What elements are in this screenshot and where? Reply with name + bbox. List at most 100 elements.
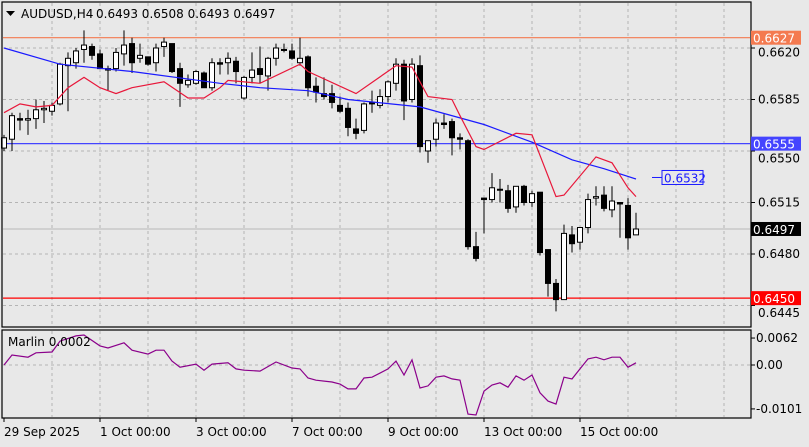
candle [145,56,151,66]
y-tick-label: 0.6480 [758,247,800,261]
candle [489,173,495,203]
grid [3,3,750,417]
candle-body-bull [9,115,15,140]
oscillator-tick-label: 0.00 [756,358,783,372]
y-tick-label: 0.6445 [758,306,800,320]
candle [241,75,247,100]
candle-body-bull [265,57,271,77]
x-tick-label: 1 Oct 00:00 [100,425,171,439]
price-tags: 0.6627 0.6555 0.6450 0.6497 0.6532 [652,30,801,306]
candle [537,191,543,256]
candle-body-bull [393,63,399,84]
candle-body-bull [185,79,191,86]
candle [137,43,143,63]
candle [217,58,223,75]
candle-body-bear [449,121,455,139]
chart-ohlc: 0.6493 0.6508 0.6493 0.6497 [96,7,275,21]
triangle-down-icon[interactable] [6,11,15,16]
candle-body-bear [569,234,575,245]
candle [417,55,423,153]
candle-body-bear [337,104,343,112]
candle-body-bear [217,62,223,65]
candle-body-bull [193,71,199,84]
candle [89,43,95,60]
oscillator-tick-label: -0.0101 [756,402,802,416]
x-tick-label: 15 Oct 00:00 [580,425,658,439]
candle [113,48,119,72]
candle [249,52,255,84]
candle [545,249,551,297]
candle [457,133,463,150]
candle [569,226,575,253]
candle [593,186,599,206]
candle-body-bear [169,43,175,73]
slow-moving-average-line [3,47,637,180]
candle [257,46,263,84]
candle [481,197,487,234]
candle [433,118,439,147]
candle [529,190,535,207]
candle-body-bear [17,118,23,121]
candle-body-bull [73,50,79,64]
candle [577,227,583,250]
candle-body-bull [137,54,143,59]
candle [553,279,559,312]
oscillator-tick-label: 0.0062 [756,331,798,345]
candle-body-bear [257,68,263,75]
moving-averages [3,47,637,198]
candle [201,71,207,89]
price-axis[interactable]: 0.6620 0.6585 0.6550 0.6515 0.6480 0.6445 0.00… [751,46,802,416]
candle [297,37,303,66]
candle-body-bear [345,107,351,128]
candle [409,58,415,103]
candle [505,184,511,213]
candle-body-bull [497,188,503,191]
candle [265,56,271,91]
x-tick-label: 13 Oct 00:00 [484,425,562,439]
candle-body-bear [537,191,543,254]
candle [513,185,519,213]
oscillator-line [3,334,637,416]
candle-body-bear [505,190,511,209]
candle [465,139,471,250]
candle-body-bull [281,48,287,51]
candle [289,43,295,60]
candle [497,178,503,203]
candle-body-bear [617,201,623,205]
candle-body-bear [145,56,151,65]
candle-body-bear [553,282,559,301]
candle-body-bear [401,63,407,102]
candle [385,80,391,103]
candle-body-bear [89,46,95,56]
candle [9,112,15,151]
candle-body-bear [353,128,359,134]
candle-body-bear [465,140,471,248]
oscillator-panel-frame [1,329,752,419]
candle [281,43,287,53]
candle-body-bull [489,187,495,201]
candle-body-bull [161,41,167,48]
ma-price-label: 0.6532 [664,171,706,185]
candle-body-bull [633,228,639,236]
candle-body-bear [521,185,527,203]
candle-body-bear [233,60,239,73]
candle-body-bull [41,107,47,111]
ma-price-label-box[interactable] [661,169,704,185]
candle-body-bear [545,249,551,284]
chart-symbol: AUDUSD,H4 [21,7,93,21]
candle-body-bear [601,194,607,209]
candle [81,30,87,63]
horizontal-levels[interactable] [3,37,750,299]
candle-body-bull [561,232,567,301]
level-price-tag [751,291,801,306]
candle-body-bear [129,43,135,64]
candle [233,56,239,84]
candle-body-bear [289,50,295,59]
candle [609,186,615,218]
candle-body-bull [593,196,599,199]
candle [425,140,431,163]
fast-moving-average-line [3,63,637,198]
candle-body-bull [225,57,231,64]
candle-body-bear [457,137,463,140]
